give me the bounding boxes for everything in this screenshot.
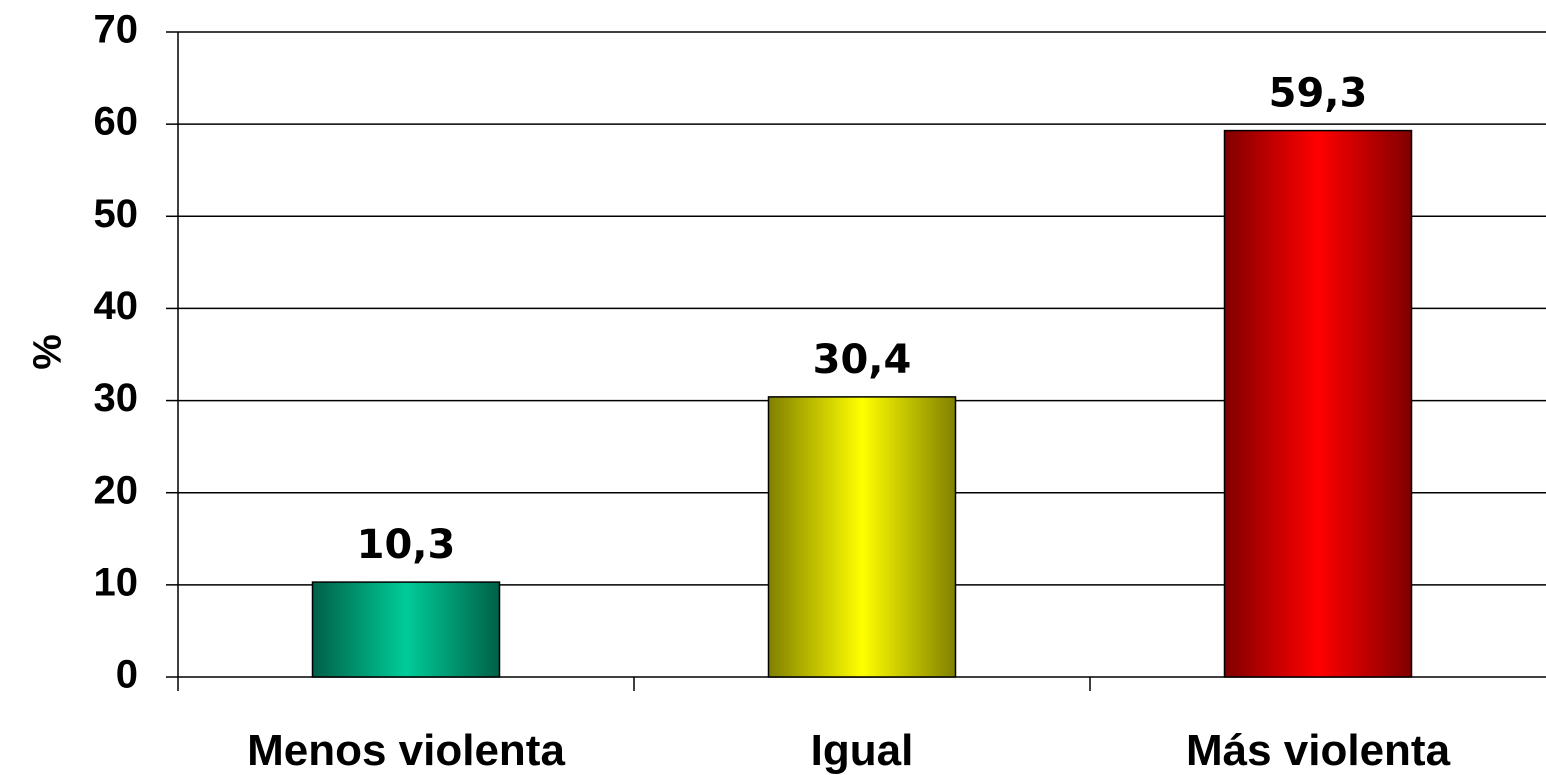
y-tick-label: 60 — [94, 100, 139, 144]
x-category-labels: Menos violenta Igual Más violenta — [247, 726, 1450, 775]
y-tick-label: 50 — [94, 192, 139, 236]
y-tick-label: 10 — [94, 560, 139, 604]
bars — [311, 129, 1413, 678]
data-label: 59,3 — [1269, 71, 1368, 117]
y-tick-label: 20 — [94, 468, 139, 512]
bar — [1223, 129, 1413, 678]
y-tick-label: 70 — [94, 8, 139, 52]
x-category-label: Menos violenta — [247, 726, 565, 775]
y-axis-title: % — [26, 334, 70, 370]
bar — [767, 396, 957, 678]
x-category-label: Igual — [811, 726, 914, 775]
y-tick-label: 0 — [116, 653, 138, 697]
bar — [311, 581, 501, 678]
data-label: 30,4 — [813, 337, 912, 383]
data-label: 10,3 — [357, 522, 456, 568]
y-tick-labels: 0 10 20 30 40 50 60 70 — [94, 8, 139, 697]
y-tick-label: 40 — [94, 284, 139, 328]
x-category-label: Más violenta — [1186, 726, 1451, 775]
y-tick-label: 30 — [94, 376, 139, 420]
data-labels: 10,3 30,4 59,3 — [357, 71, 1368, 568]
